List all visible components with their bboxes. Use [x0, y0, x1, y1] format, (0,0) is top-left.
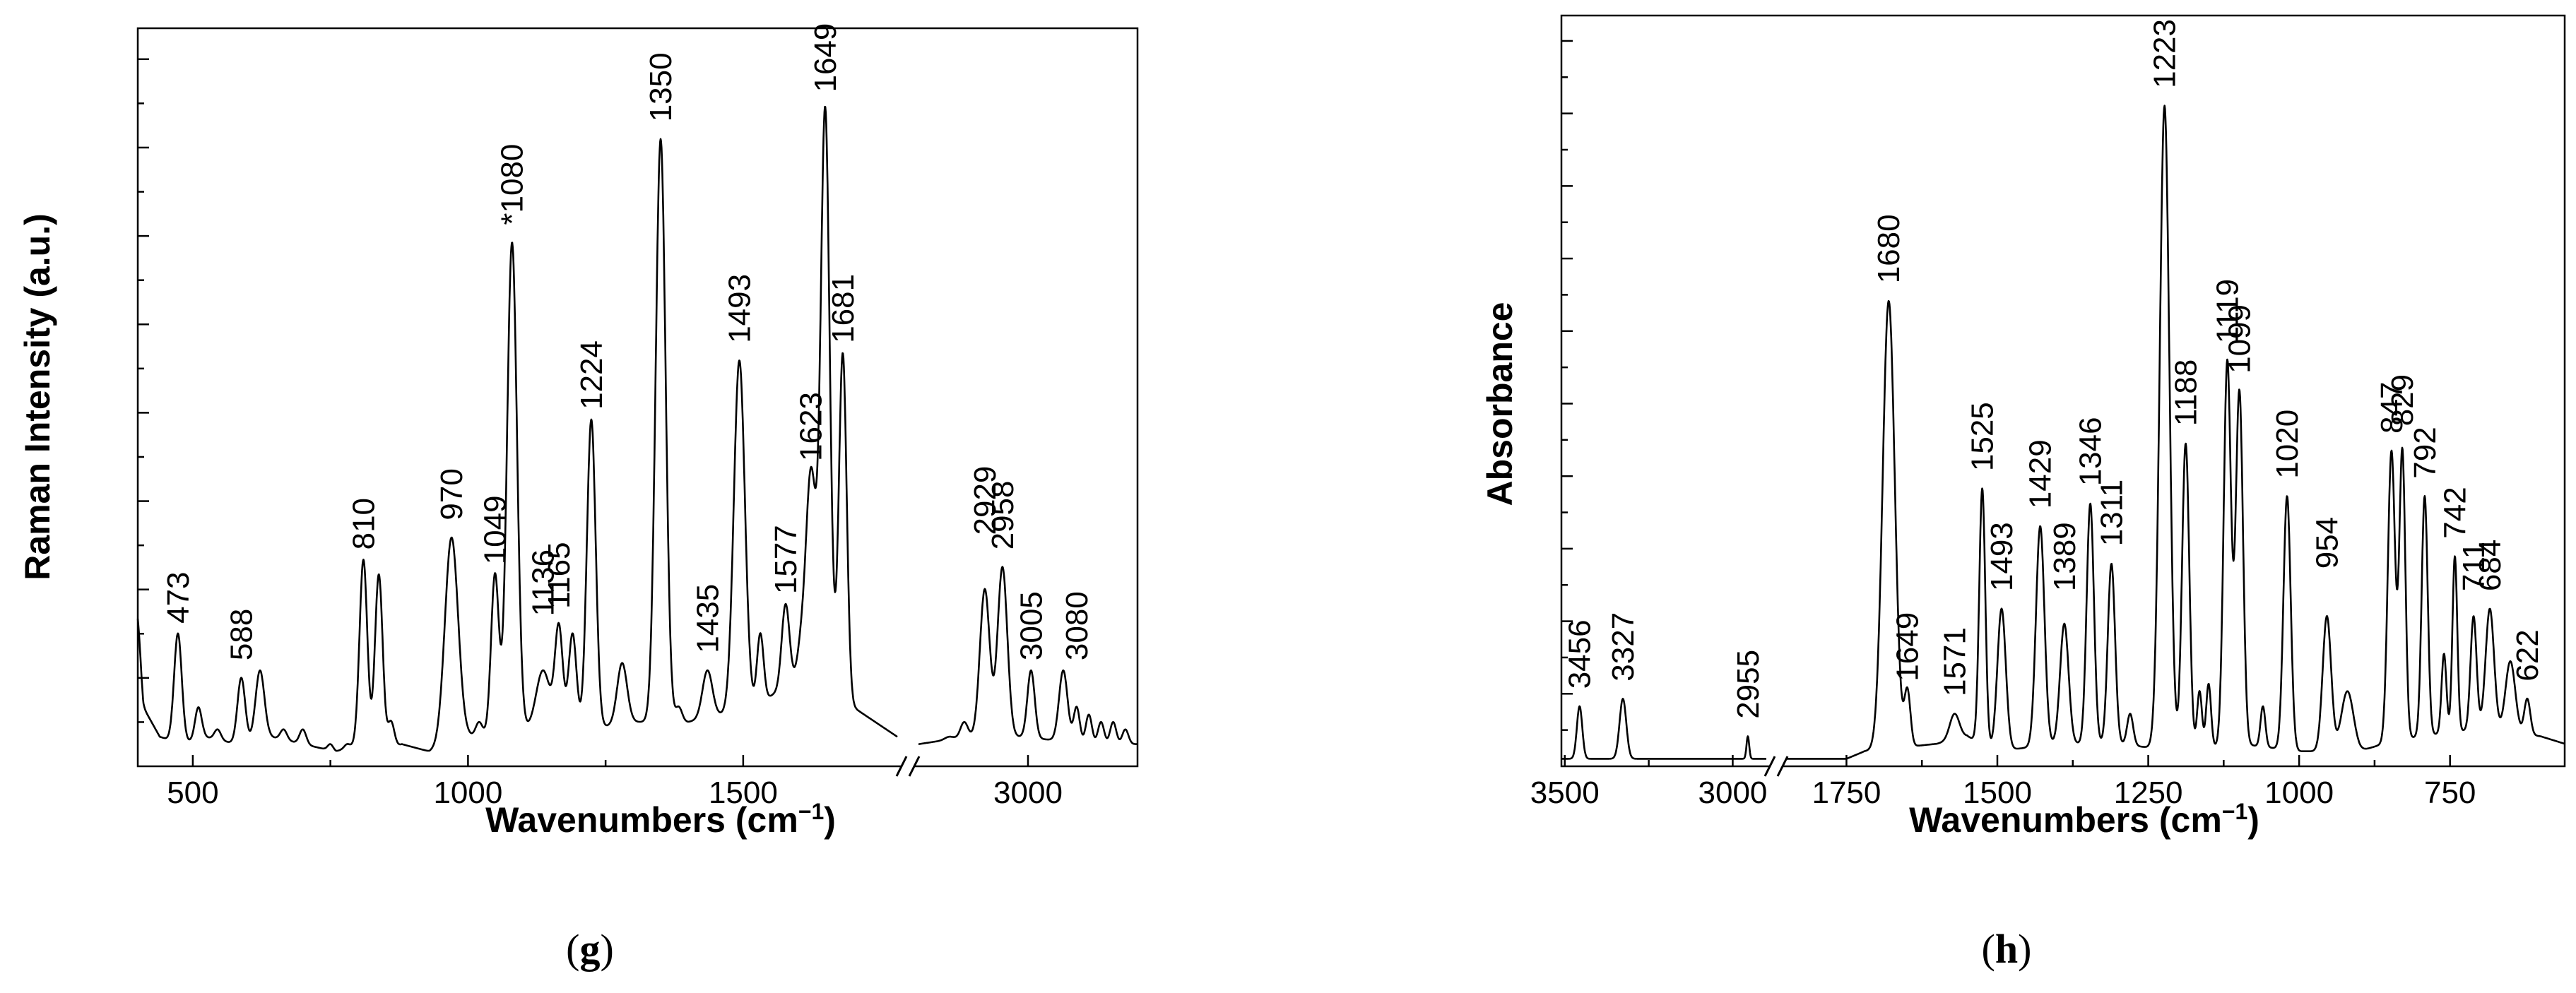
peak-label: 1493	[722, 274, 757, 343]
peak-label: 1119	[2211, 279, 2245, 343]
peak-label: 1389	[2048, 522, 2082, 591]
panel-label-h: (h)	[1982, 926, 2032, 972]
x-tick-label: 1750	[1812, 775, 1881, 810]
peak-label: 742	[2438, 487, 2473, 538]
peak-label: 3005	[1014, 591, 1048, 660]
peak-label: 1649	[1891, 612, 1925, 682]
x-tick-label: 3000	[1698, 775, 1768, 810]
peak-label: 829	[2385, 374, 2420, 426]
peak-label: 847	[2375, 381, 2409, 433]
x-tick-label: 1000	[2264, 775, 2334, 810]
x-tick-label: 750	[2424, 775, 2476, 810]
peak-label: 711	[2457, 542, 2491, 591]
x-tick-label: 500	[167, 775, 218, 810]
ftir-axis-ticks: 3500 3000 1750 1500 1250 1000 750	[1530, 40, 2476, 810]
x-tick-label: 1000	[433, 775, 502, 810]
peak-label: 2958	[986, 481, 1020, 550]
peak-label: 1311	[2094, 480, 2129, 547]
peak-label: 1681	[826, 274, 861, 343]
peak-label: 3080	[1060, 591, 1094, 660]
peak-label: 1136	[526, 549, 560, 617]
ftir-axis-break	[1763, 756, 1789, 777]
ftir-y-axis-label: Absorbance	[1480, 302, 1520, 506]
raman-x-axis-label: Wavenumbers (cm−1)	[485, 799, 836, 840]
peak-label: 2929	[968, 466, 1003, 535]
peak-label: 1223	[2148, 19, 2182, 88]
raman-plot-frame	[136, 27, 1139, 768]
peak-label: 1435	[690, 584, 725, 653]
peak-label: 1571	[1937, 627, 1972, 696]
axis-break-mark	[1763, 756, 1776, 777]
peak-label: 473	[161, 571, 196, 623]
ftir-plot-frame	[1560, 14, 2566, 768]
peak-label: 1623	[794, 392, 829, 461]
panel-label-g: (g)	[566, 926, 614, 972]
axis-break-mark	[908, 756, 921, 777]
peak-label: 588	[224, 609, 259, 660]
peak-label: 1346	[2074, 417, 2108, 486]
peak-label: 1680	[1872, 214, 1906, 283]
raman-axis-break	[895, 756, 921, 777]
ftir-spectrum-panel: 3500 3000 1750 1500 1250 1000 750 3456 3327 2955…	[1480, 14, 2566, 972]
peak-label: 810	[346, 498, 381, 549]
peak-label: 1049	[478, 495, 513, 564]
peak-label: 1099	[2223, 304, 2257, 374]
peak-label: 792	[2408, 427, 2442, 478]
ftir-x-axis-label: Wavenumbers (cm−1)	[1909, 799, 2259, 840]
peak-label: 1165	[542, 542, 577, 609]
axis-break-mark	[1776, 756, 1789, 777]
peak-label: 1224	[574, 340, 609, 410]
peak-label: 1429	[2023, 439, 2058, 509]
peak-label: 3456	[1563, 619, 1597, 689]
raman-spectrum-panel: 500 1000 1500 3000 473 588 810 970 1049 *1080 113…	[18, 23, 1139, 972]
peak-label: 1649	[808, 23, 843, 93]
peak-label: 2955	[1731, 650, 1766, 719]
peak-label: *1080	[495, 144, 530, 225]
x-tick-label: 1250	[2114, 775, 2183, 810]
x-tick-label: 1500	[1963, 775, 2032, 810]
peak-label: 1525	[1966, 402, 2000, 471]
peak-label: 1350	[644, 52, 678, 121]
peak-label: 1020	[2270, 410, 2305, 479]
peak-label: 1188	[2169, 359, 2204, 427]
raman-spectrum-line	[136, 105, 1138, 752]
peak-label: 954	[2310, 517, 2344, 569]
axis-break-mark	[895, 756, 908, 777]
peak-label: 1577	[769, 525, 803, 594]
x-tick-label: 3000	[993, 775, 1063, 810]
ftir-spectrum-line	[1561, 105, 2565, 760]
peak-label: 622	[2510, 629, 2545, 681]
peak-label: 1493	[1985, 522, 2019, 591]
peak-label: 970	[435, 468, 469, 520]
peak-label: 684	[2473, 540, 2507, 591]
peak-label: 3327	[1606, 612, 1641, 682]
raman-y-axis-label: Raman Intensity (a.u.)	[18, 213, 57, 581]
x-tick-label: 3500	[1530, 775, 1600, 810]
x-tick-label: 1500	[709, 775, 778, 810]
raman-axis-ticks: 500 1000 1500 3000	[138, 58, 1063, 810]
